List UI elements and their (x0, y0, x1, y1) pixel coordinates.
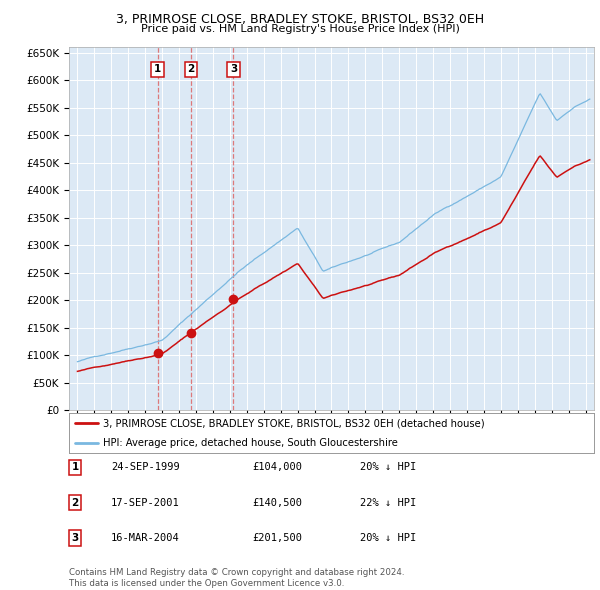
Text: £104,000: £104,000 (252, 463, 302, 472)
Text: 2: 2 (71, 498, 79, 507)
Text: £140,500: £140,500 (252, 498, 302, 507)
Text: 1: 1 (154, 64, 161, 74)
Text: 20% ↓ HPI: 20% ↓ HPI (360, 463, 416, 472)
Text: 20% ↓ HPI: 20% ↓ HPI (360, 533, 416, 543)
Text: 3, PRIMROSE CLOSE, BRADLEY STOKE, BRISTOL, BS32 0EH: 3, PRIMROSE CLOSE, BRADLEY STOKE, BRISTO… (116, 13, 484, 26)
Text: 3, PRIMROSE CLOSE, BRADLEY STOKE, BRISTOL, BS32 0EH (detached house): 3, PRIMROSE CLOSE, BRADLEY STOKE, BRISTO… (103, 418, 485, 428)
Text: 3: 3 (71, 533, 79, 543)
Text: 1: 1 (71, 463, 79, 472)
Text: Contains HM Land Registry data © Crown copyright and database right 2024.
This d: Contains HM Land Registry data © Crown c… (69, 568, 404, 588)
Text: 3: 3 (230, 64, 237, 74)
Text: HPI: Average price, detached house, South Gloucestershire: HPI: Average price, detached house, Sout… (103, 438, 398, 448)
Text: 17-SEP-2001: 17-SEP-2001 (111, 498, 180, 507)
Text: 16-MAR-2004: 16-MAR-2004 (111, 533, 180, 543)
Text: 2: 2 (187, 64, 195, 74)
Text: £201,500: £201,500 (252, 533, 302, 543)
Text: 22% ↓ HPI: 22% ↓ HPI (360, 498, 416, 507)
Text: Price paid vs. HM Land Registry's House Price Index (HPI): Price paid vs. HM Land Registry's House … (140, 24, 460, 34)
Text: 24-SEP-1999: 24-SEP-1999 (111, 463, 180, 472)
